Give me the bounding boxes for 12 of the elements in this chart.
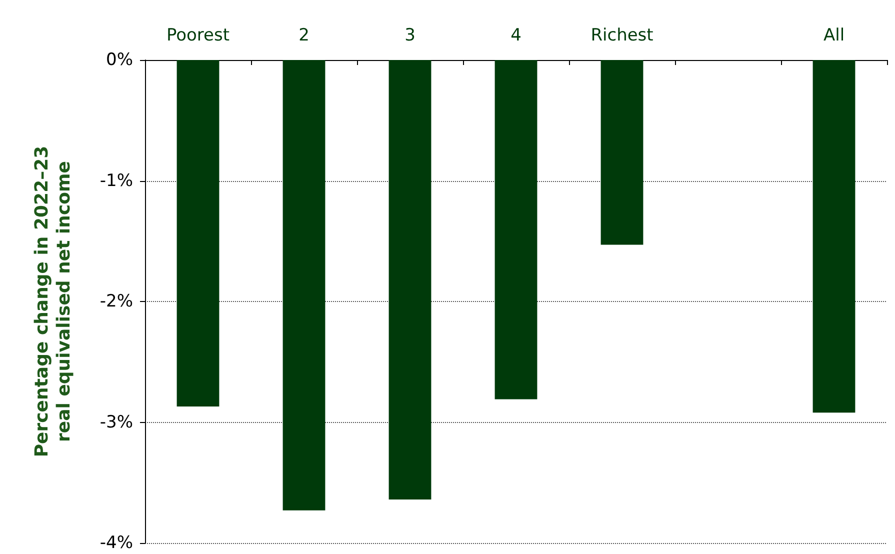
- x-tick-label: 4: [510, 26, 522, 46]
- y-tick-label: -1%: [100, 170, 133, 191]
- x-tick-label: Richest: [590, 26, 654, 46]
- y-tick-label: 0%: [106, 50, 133, 70]
- x-tick-label: Poorest: [166, 26, 230, 46]
- y-tick-label: -2%: [100, 292, 133, 312]
- y-tick-label: -4%: [100, 533, 133, 553]
- x-tick-label: 2: [298, 26, 310, 46]
- y-tick-label: -3%: [100, 412, 133, 432]
- x-tick-label: 3: [404, 26, 416, 46]
- y-axis-title: Percentage change in 2022–23 real equivalised net income: [32, 146, 74, 458]
- x-tick-label: All: [823, 26, 845, 46]
